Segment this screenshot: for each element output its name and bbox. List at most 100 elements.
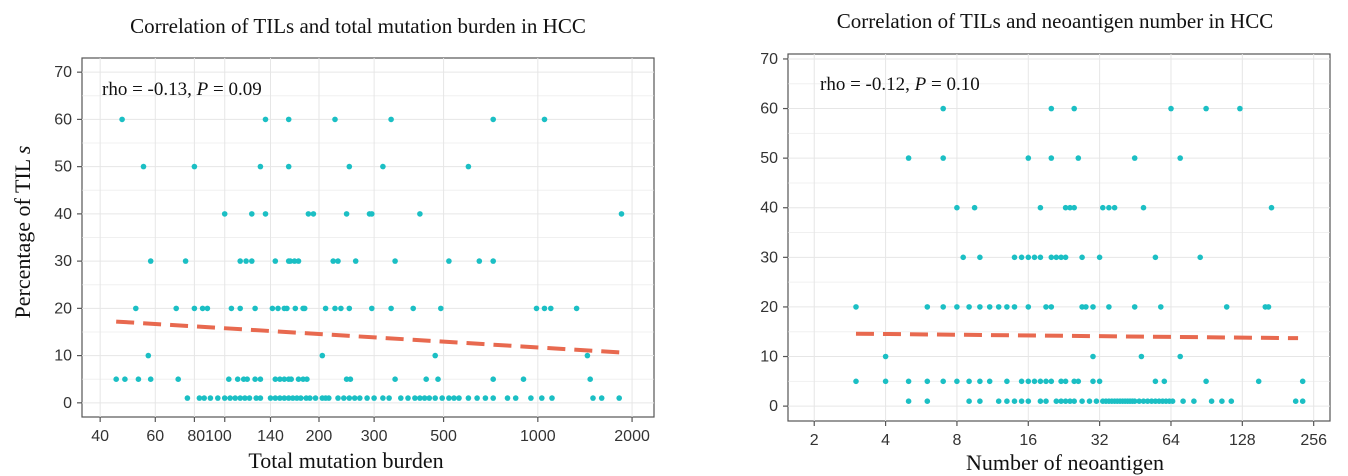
data-point [1292, 398, 1299, 405]
data-point [1075, 155, 1082, 161]
x-tick-label: 140 [257, 428, 284, 445]
data-point [1058, 254, 1064, 261]
data-point [201, 395, 207, 401]
trend-line [116, 319, 626, 355]
data-point [1031, 378, 1038, 385]
data-point [173, 305, 179, 312]
data-point [1071, 105, 1077, 112]
chart-title: Correlation of TILs and total mutation b… [130, 14, 586, 38]
data-point [267, 395, 274, 401]
data-point [482, 395, 489, 401]
data-point [1131, 155, 1138, 161]
data-point [307, 395, 313, 401]
data-point [184, 395, 191, 401]
data-point [392, 258, 398, 264]
data-point [249, 258, 255, 264]
data-point [1071, 204, 1077, 211]
data-point [432, 395, 439, 401]
data-point [905, 398, 912, 405]
data-point [426, 395, 433, 401]
data-point [392, 376, 398, 383]
data-point [490, 258, 497, 264]
annotation-suffix: = 0.09 [208, 79, 261, 100]
data-point [986, 304, 993, 310]
x-tick-label: 64 [1162, 432, 1180, 449]
annotation-p-label: P [914, 74, 927, 95]
data-point [533, 305, 540, 312]
data-point [438, 305, 444, 312]
data-point [476, 258, 483, 264]
data-point [237, 305, 243, 312]
data-point [257, 376, 264, 383]
x-tick-label: 4 [881, 432, 890, 449]
data-point [226, 376, 232, 383]
data-point [398, 395, 404, 401]
annotation-p-label: P [196, 79, 209, 100]
data-point [221, 395, 228, 401]
data-point [465, 395, 472, 401]
data-point [439, 395, 446, 401]
data-point [1048, 254, 1055, 261]
data-point [285, 163, 292, 170]
data-point [924, 398, 931, 405]
data-point [122, 376, 128, 383]
data-point [1062, 204, 1069, 211]
data-point [147, 376, 154, 383]
data-point [343, 211, 350, 217]
x-tick-label: 8 [952, 432, 961, 449]
data-point [1053, 254, 1060, 261]
y-axis-label: Percentage of TIL s [10, 146, 35, 319]
x-axis-label: Total mutation burden [248, 448, 443, 473]
data-point [616, 395, 622, 401]
data-points [853, 105, 1306, 405]
y-tick-label: 0 [63, 395, 72, 412]
data-point [977, 254, 983, 261]
data-point [1140, 204, 1147, 211]
data-point [924, 304, 931, 310]
data-point [182, 258, 189, 264]
y-tick-label: 40 [760, 200, 778, 217]
data-point [1203, 378, 1209, 385]
data-point [1037, 204, 1044, 211]
data-point [319, 352, 326, 359]
x-tick-label: 40 [91, 428, 109, 445]
data-point [520, 376, 527, 383]
data-point [322, 305, 329, 312]
data-point [277, 376, 283, 383]
data-point [388, 305, 394, 312]
data-point [253, 395, 259, 401]
data-point [924, 378, 931, 385]
data-point [1083, 304, 1089, 310]
data-point [301, 305, 308, 312]
data-point [1048, 304, 1055, 310]
data-point [380, 163, 386, 170]
data-point [1265, 304, 1272, 310]
data-point [1131, 304, 1138, 310]
x-tick-label: 32 [1091, 432, 1109, 449]
data-point [1071, 398, 1077, 405]
data-point [1048, 155, 1055, 161]
data-point [1197, 254, 1203, 261]
data-point [175, 376, 181, 383]
data-point [1111, 204, 1118, 211]
data-point [1048, 378, 1055, 385]
data-point [432, 352, 439, 359]
data-point [977, 304, 983, 310]
annotation-prefix: rho = -0.12, [820, 74, 915, 95]
data-point [199, 305, 206, 312]
data-point [1011, 398, 1018, 405]
y-tick-label: 50 [54, 159, 72, 176]
data-point [490, 116, 497, 123]
data-point [954, 204, 960, 211]
data-point [412, 395, 418, 401]
data-point [1004, 304, 1010, 310]
data-point [490, 395, 497, 401]
data-point [1100, 204, 1106, 211]
data-point [119, 116, 125, 123]
data-point [341, 395, 347, 401]
data-point [1018, 378, 1025, 385]
data-point [1237, 105, 1243, 112]
data-point [1255, 378, 1262, 385]
data-point [347, 376, 354, 383]
data-point [1106, 304, 1112, 310]
